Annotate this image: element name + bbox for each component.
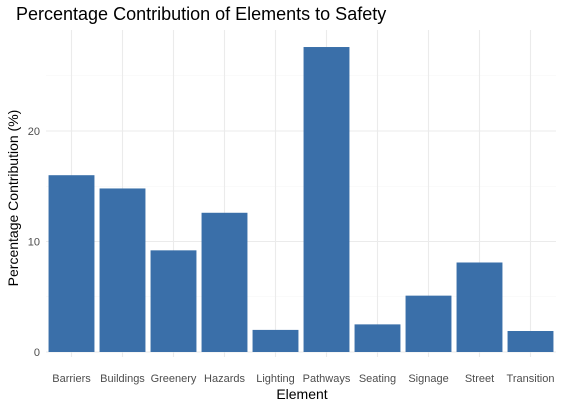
x-axis-title: Element bbox=[276, 386, 327, 402]
x-tick-label: Greenery bbox=[151, 373, 197, 385]
y-axis-ticks: 0 10 20 bbox=[28, 126, 40, 359]
chart-title: Percentage Contribution of Elements to S… bbox=[16, 4, 386, 24]
x-tick-label: Street bbox=[465, 373, 494, 385]
x-tick-label: Buildings bbox=[100, 373, 145, 385]
bar-signage bbox=[405, 295, 452, 352]
x-tick-label: Transition bbox=[507, 373, 555, 385]
x-axis-ticks: Barriers Buildings Greenery Hazards Lighting… bbox=[52, 373, 554, 385]
bar-hazards bbox=[201, 212, 248, 352]
x-tick-label: Barriers bbox=[52, 373, 91, 385]
x-tick-label: Pathways bbox=[303, 373, 351, 385]
bar-barriers bbox=[48, 175, 95, 352]
x-tick-label: Signage bbox=[408, 373, 448, 385]
y-tick-label: 0 bbox=[34, 347, 40, 359]
bar-buildings bbox=[99, 188, 146, 352]
bars bbox=[48, 47, 554, 353]
y-tick-label: 10 bbox=[28, 237, 40, 249]
x-tick-label: Seating bbox=[359, 373, 396, 385]
bar-pathways bbox=[303, 47, 350, 353]
y-axis-title: Percentage Contribution (%) bbox=[5, 110, 21, 287]
bar-lighting bbox=[252, 329, 299, 352]
x-tick-label: Lighting bbox=[256, 373, 295, 385]
bar-transition bbox=[507, 331, 554, 352]
bar-seating bbox=[354, 324, 401, 352]
y-tick-label: 20 bbox=[28, 126, 40, 138]
x-tick-label: Hazards bbox=[204, 373, 245, 385]
bar-greenery bbox=[150, 250, 197, 352]
bar-street bbox=[456, 262, 503, 352]
